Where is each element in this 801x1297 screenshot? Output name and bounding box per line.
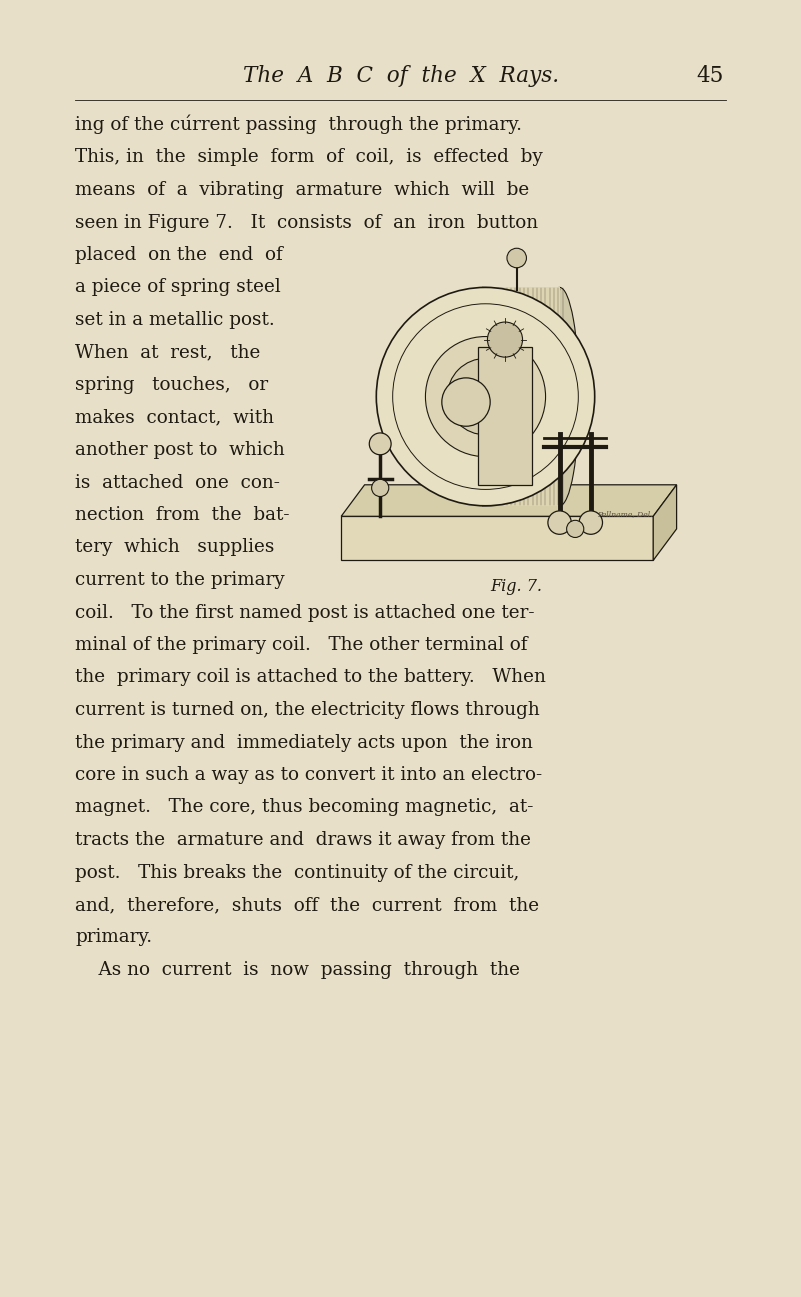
Text: spring   touches,   or: spring touches, or: [75, 376, 268, 394]
Polygon shape: [482, 288, 560, 506]
Circle shape: [372, 480, 388, 497]
Text: minal of the primary coil.   The other terminal of: minal of the primary coil. The other ter…: [75, 636, 528, 654]
Text: tery  which   supplies: tery which supplies: [75, 538, 275, 556]
Text: ing of the cúrrent passing  through the primary.: ing of the cúrrent passing through the …: [75, 114, 522, 134]
Text: post.   This breaks the  continuity of the circuit,: post. This breaks the continuity of the …: [75, 864, 519, 882]
Text: tracts the  armature and  draws it away from the: tracts the armature and draws it away fr…: [75, 831, 531, 850]
Text: nection  from  the  bat-: nection from the bat-: [75, 506, 289, 524]
Polygon shape: [653, 485, 677, 560]
Text: coil.   To the first named post is attached one ter-: coil. To the first named post is attache…: [75, 603, 534, 621]
Ellipse shape: [540, 288, 579, 506]
Text: Fig. 7.: Fig. 7.: [491, 578, 543, 595]
Text: seen in Figure 7.   It  consists  of  an  iron  button: seen in Figure 7. It consists of an iron…: [75, 214, 538, 231]
Text: This, in  the  simple  form  of  coil,  is  effected  by: This, in the simple form of coil, is eff…: [75, 148, 543, 166]
Circle shape: [425, 336, 545, 457]
Circle shape: [566, 520, 584, 537]
Text: means  of  a  vibrating  armature  which  will  be: means of a vibrating armature which will…: [75, 182, 529, 198]
Text: set in a metallic post.: set in a metallic post.: [75, 311, 275, 329]
Circle shape: [488, 322, 522, 357]
Circle shape: [507, 248, 526, 267]
Text: a piece of spring steel: a piece of spring steel: [75, 279, 280, 297]
Polygon shape: [341, 516, 653, 560]
Circle shape: [548, 511, 571, 534]
Text: the  primary coil is attached to the battery.   When: the primary coil is attached to the batt…: [75, 668, 545, 686]
Text: the primary and  immediately acts upon  the iron: the primary and immediately acts upon th…: [75, 734, 533, 751]
Text: current is turned on, the electricity flows through: current is turned on, the electricity fl…: [75, 700, 540, 719]
Circle shape: [376, 288, 594, 506]
Text: makes  contact,  with: makes contact, with: [75, 409, 274, 427]
Text: another post to  which: another post to which: [75, 441, 284, 459]
Text: primary.: primary.: [75, 929, 152, 947]
Circle shape: [579, 511, 602, 534]
Polygon shape: [341, 485, 677, 516]
Text: current to the primary: current to the primary: [75, 571, 284, 589]
Circle shape: [369, 433, 391, 455]
Text: magnet.   The core, thus becoming magnetic,  at-: magnet. The core, thus becoming magnetic…: [75, 799, 533, 817]
Text: As no  current  is  now  passing  through  the: As no current is now passing through the: [75, 961, 520, 979]
Text: Pellname, Del.: Pellname, Del.: [598, 510, 653, 518]
Text: When  at  rest,   the: When at rest, the: [75, 344, 260, 362]
Polygon shape: [477, 348, 533, 485]
Circle shape: [447, 358, 524, 434]
Text: The  A  B  C  of  the  X  Rays.: The A B C of the X Rays.: [243, 65, 559, 87]
Text: core in such a way as to convert it into an electro-: core in such a way as to convert it into…: [75, 767, 542, 783]
Text: placed  on the  end  of: placed on the end of: [75, 246, 283, 265]
Text: is  attached  one  con-: is attached one con-: [75, 473, 280, 492]
Circle shape: [442, 377, 490, 427]
Text: and,  therefore,  shuts  off  the  current  from  the: and, therefore, shuts off the current fr…: [75, 896, 539, 914]
Text: 45: 45: [696, 65, 723, 87]
